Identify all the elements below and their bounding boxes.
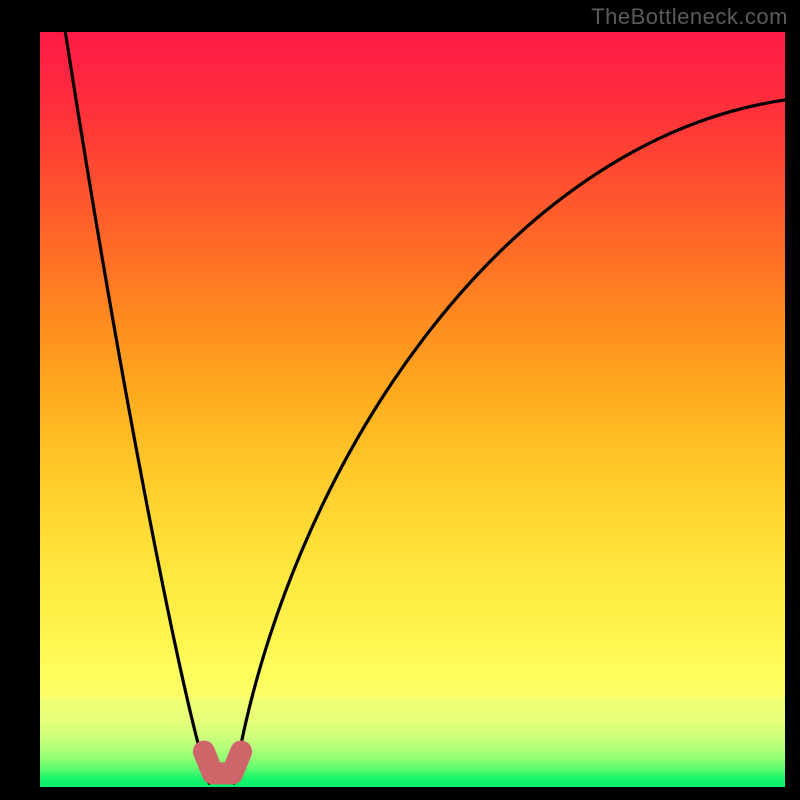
gradient-background	[40, 32, 785, 787]
chart-root: TheBottleneck.com	[0, 0, 800, 800]
watermark-text: TheBottleneck.com	[591, 4, 788, 30]
